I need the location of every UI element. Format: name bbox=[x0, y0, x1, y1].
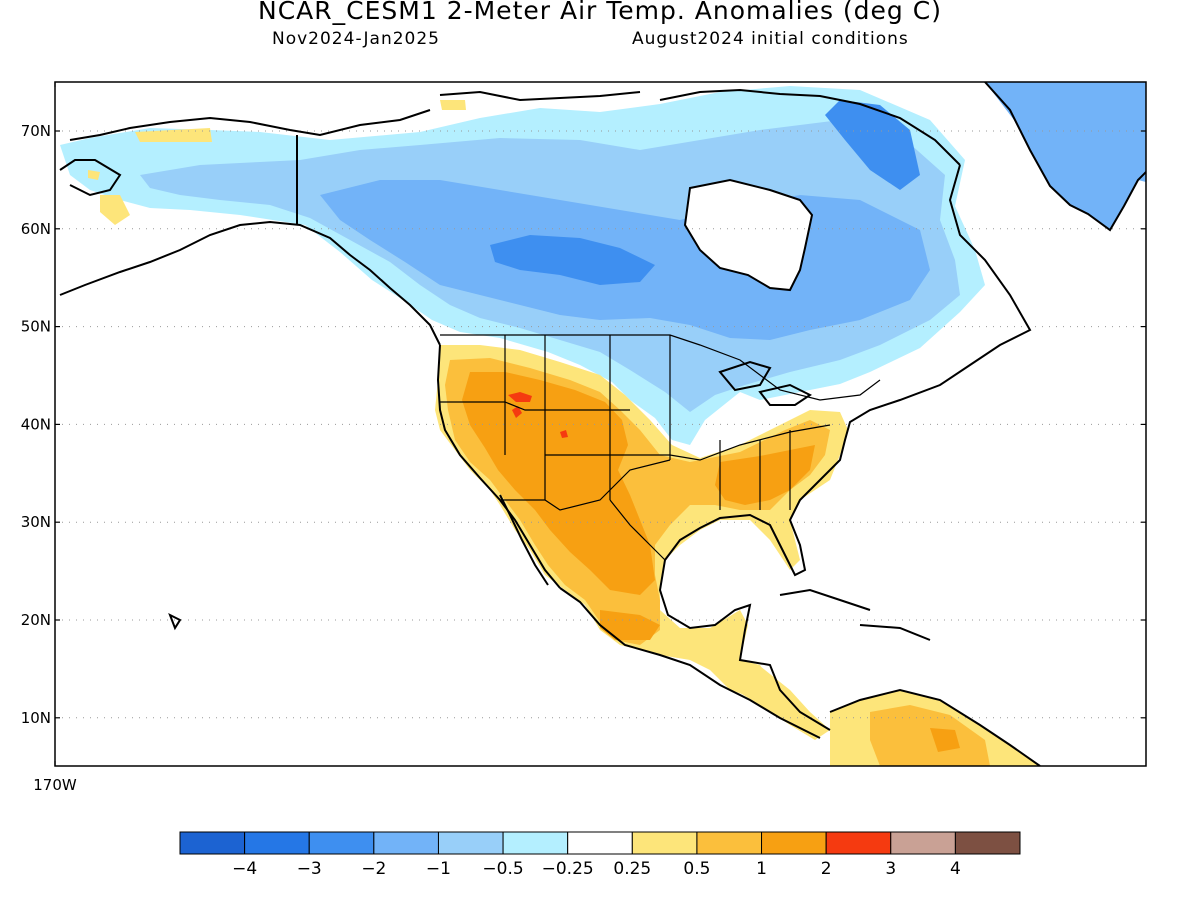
legend-label: −0.5 bbox=[482, 859, 523, 879]
legend-swatch bbox=[825, 831, 892, 855]
central-america-warm bbox=[718, 660, 830, 740]
political-borders bbox=[440, 334, 881, 561]
lat-label: 30N bbox=[21, 513, 51, 531]
lat-label: 60N bbox=[21, 220, 51, 238]
utah-very-warm-2 bbox=[512, 406, 522, 418]
lat-label: 70N bbox=[21, 122, 51, 140]
longitude-labels: 170W160W150W140W130W120W110W100W90W80W70… bbox=[33, 776, 77, 794]
legend-swatch bbox=[954, 831, 1021, 855]
map-title: NCAR_CESM1 2-Meter Air Temp. Anomalies (… bbox=[258, 0, 942, 25]
legend-swatch bbox=[567, 831, 633, 855]
us-mexico-strong-warm bbox=[462, 372, 655, 595]
legend-label: 2 bbox=[821, 859, 832, 879]
legend-swatch bbox=[244, 831, 310, 855]
legend-label: 3 bbox=[885, 859, 896, 879]
tick-marks bbox=[54, 82, 1146, 766]
utah-very-warm-1 bbox=[508, 392, 532, 402]
forecast-period: Nov2024-Jan2025 bbox=[272, 29, 440, 49]
legend-swatch bbox=[373, 831, 439, 855]
lon-label: 170W bbox=[33, 776, 77, 794]
color-legend bbox=[179, 831, 1021, 855]
mexico-strong-warm bbox=[600, 610, 660, 640]
canada-strong-cool bbox=[490, 235, 655, 285]
legend-swatch bbox=[308, 831, 375, 855]
coastlines-and-borders bbox=[59, 82, 1146, 766]
lat-label: 20N bbox=[21, 611, 51, 629]
legend-labels: −4 −3 −2 −1 −0.5 −0.25 0.25 0.5 1 2 3 4 bbox=[232, 859, 961, 879]
colorado-very-warm bbox=[560, 430, 568, 438]
anomaly-shading bbox=[60, 82, 1146, 766]
initial-conditions: August2024 initial conditions bbox=[632, 29, 909, 49]
legend-swatch bbox=[761, 831, 827, 855]
legend-label: 0.5 bbox=[683, 859, 710, 879]
lat-label: 40N bbox=[21, 415, 51, 433]
legend-label: 1 bbox=[756, 859, 767, 879]
legend-swatch bbox=[437, 831, 504, 855]
legend-label: −3 bbox=[297, 859, 322, 879]
lat-label: 50N bbox=[21, 318, 51, 336]
latitude-labels: 70N 60N 50N 40N 30N 20N 10N bbox=[21, 122, 51, 727]
legend-swatch bbox=[502, 831, 569, 855]
legend-label: 4 bbox=[950, 859, 961, 879]
hudson-bay bbox=[685, 180, 812, 290]
legend-label: 0.25 bbox=[613, 859, 651, 879]
lat-label: 10N bbox=[21, 709, 51, 727]
greenland-cool-anomaly bbox=[985, 82, 1146, 230]
legend-label: −4 bbox=[232, 859, 257, 879]
venezuela-moderate-warm bbox=[870, 705, 990, 766]
legend-swatch bbox=[179, 831, 246, 855]
legend-swatch bbox=[890, 831, 956, 855]
legend-label: −0.25 bbox=[542, 859, 594, 879]
baffin-strong-cool bbox=[825, 100, 920, 190]
legend-label: −2 bbox=[361, 859, 386, 879]
legend-swatch bbox=[631, 831, 698, 855]
venezuela-strong-warm bbox=[930, 728, 960, 752]
legend-label: −1 bbox=[426, 859, 451, 879]
legend-swatch bbox=[696, 831, 763, 855]
